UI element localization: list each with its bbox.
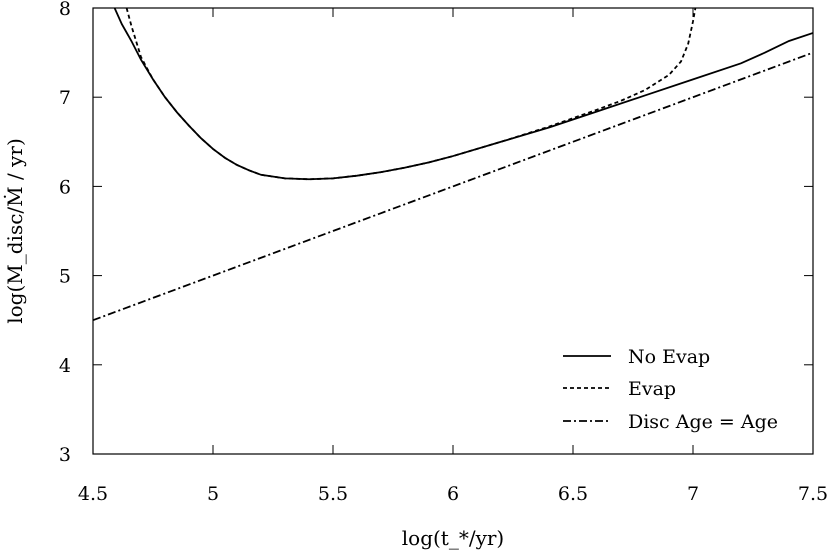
x-tick-labels: 4.5 5 5.5 6 6.5 7 7.5	[78, 483, 828, 505]
y-tick-labels: 3 4 5 6 7 8	[59, 0, 71, 466]
y-axis-label: log(M_disc/Ṁ / yr)	[3, 138, 27, 324]
x-tick-label: 7.5	[798, 483, 828, 505]
y-tick-label: 5	[59, 266, 71, 288]
legend-label-2: Evap	[628, 378, 676, 400]
y-tick-label: 8	[59, 0, 71, 20]
legend-label-3: Disc Age = Age	[628, 411, 778, 433]
y-tick-label: 7	[59, 87, 71, 109]
x-tick-label: 6.5	[558, 483, 588, 505]
legend-label-1: No Evap	[628, 346, 710, 368]
x-axis-label: log(t_*/yr)	[402, 526, 504, 550]
x-tick-label: 5	[207, 483, 219, 505]
legend: No Evap Evap Disc Age = Age	[563, 346, 778, 433]
x-tick-label: 7	[687, 483, 699, 505]
x-tick-label: 5.5	[318, 483, 348, 505]
y-tick-label: 3	[59, 444, 71, 466]
series-line-1	[113, 8, 813, 181]
x-tick-label: 6	[447, 483, 459, 505]
series-line-3	[93, 51, 813, 322]
y-tick-label: 6	[59, 176, 71, 198]
x-tick-label: 4.5	[78, 483, 108, 505]
axis-ticks	[92, 7, 814, 455]
plot-area	[93, 8, 813, 322]
y-tick-label: 4	[59, 355, 71, 377]
series-line-2	[125, 8, 697, 181]
